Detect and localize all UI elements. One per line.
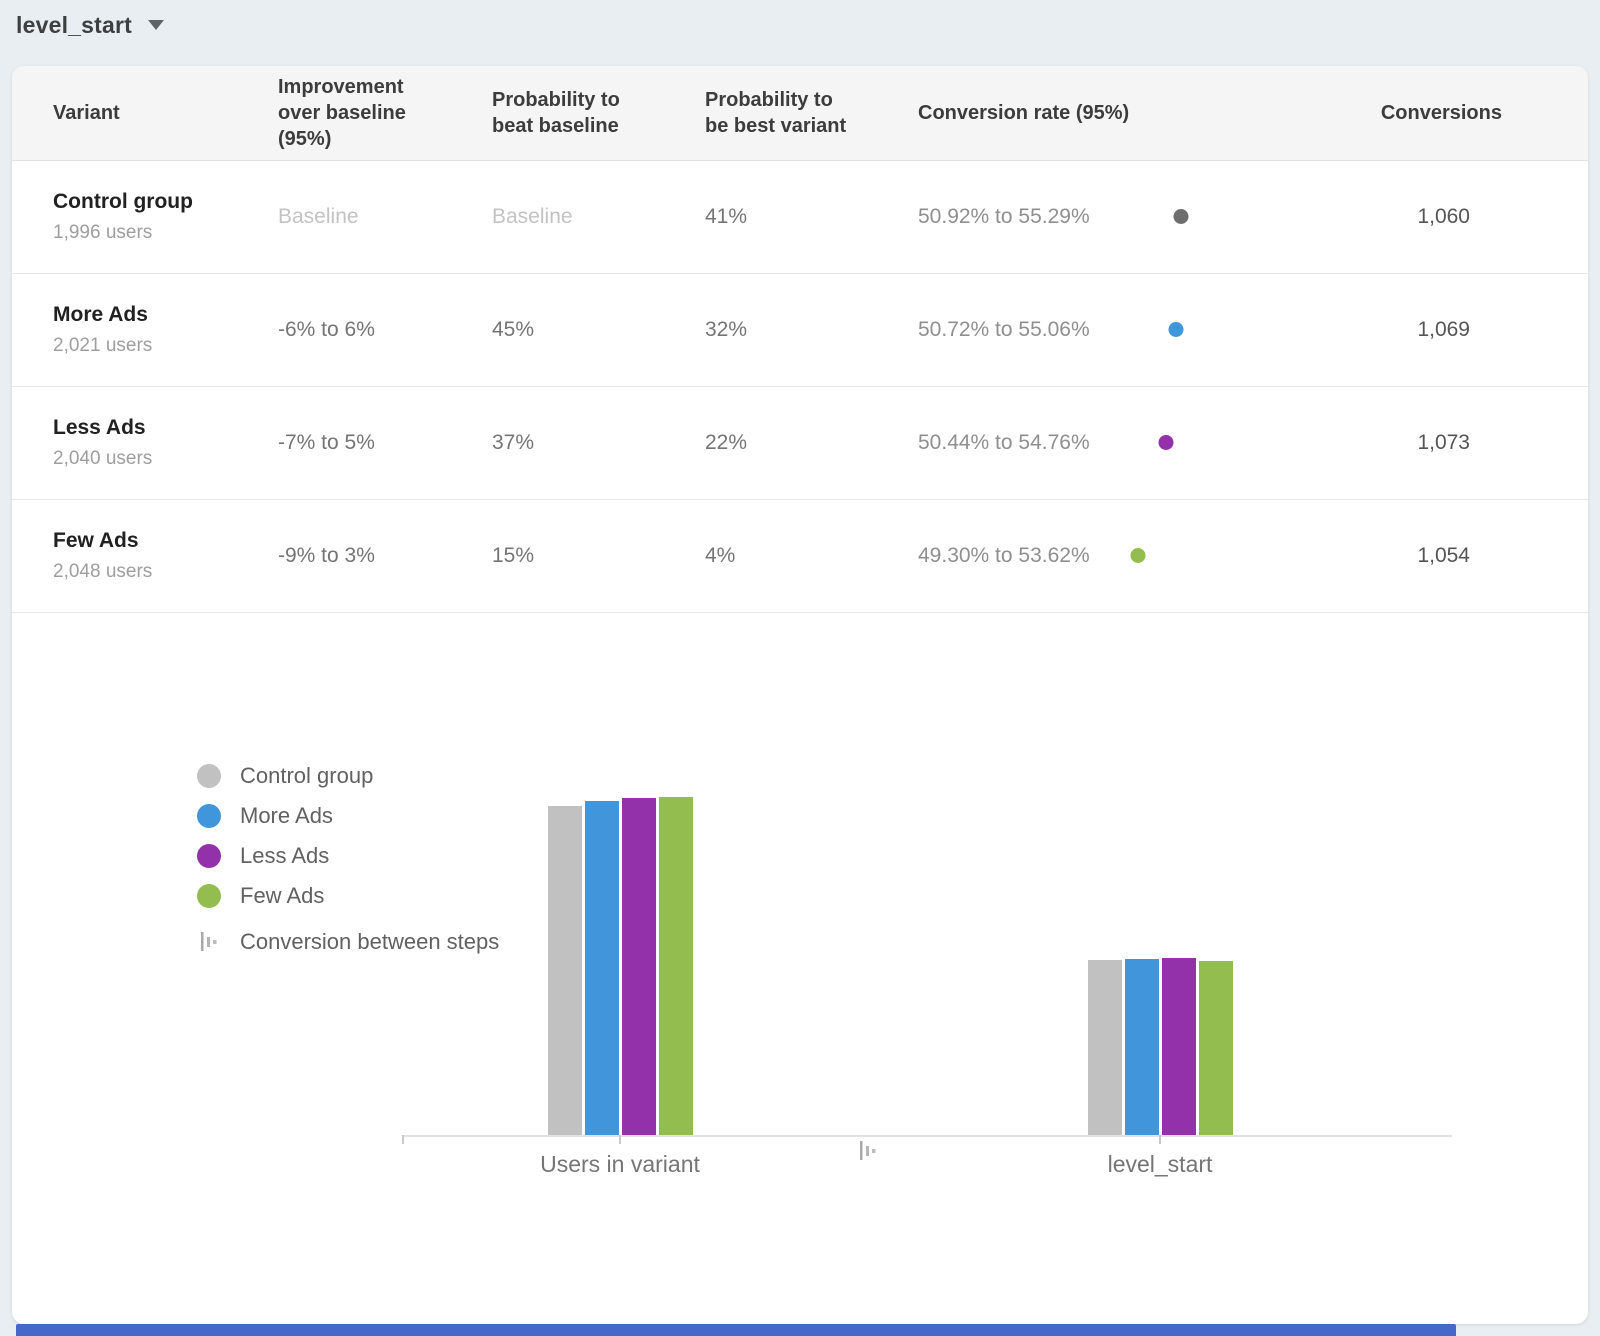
legend-swatch: [197, 764, 221, 788]
bar-level-start-more-ads: [1125, 959, 1159, 1135]
column-header-conversions: Conversions: [1380, 102, 1502, 124]
axis-label-level-start: level_start: [1107, 1151, 1213, 1177]
prob-beat-baseline-value: 45%: [492, 318, 535, 341]
prob-beat-baseline-value: Baseline: [492, 205, 573, 228]
interval-dot: [1130, 548, 1146, 563]
legend-item: Control group: [197, 756, 499, 796]
conversions-count: 1,069: [1417, 318, 1470, 341]
prob-best-variant-value: 4%: [705, 544, 736, 567]
bar-level-start-control-group: [1088, 960, 1122, 1135]
bar-users-in-variant-more-ads: [585, 801, 619, 1135]
group-tick-level-start: [1159, 1135, 1161, 1144]
bar-level-start-less-ads: [1162, 958, 1196, 1135]
table-row: More Ads 2,021 users -6% to 6% 45% 32% 5…: [12, 274, 1588, 387]
conversion-rate-range: 50.72% to 55.06%: [918, 318, 1090, 341]
conversion-rate-range: 50.44% to 54.76%: [918, 431, 1090, 454]
chart-legend: Control group More Ads Less Ads Few Ads Conv…: [197, 756, 499, 962]
variant-name: Few Ads: [53, 529, 139, 552]
group-tick-users: [619, 1135, 621, 1144]
legend-item-conversion-steps: Conversion between steps: [197, 922, 499, 962]
conversion-steps-icon: [197, 930, 221, 954]
conversion-steps-icon: [860, 1139, 876, 1168]
bar-users-in-variant-few-ads: [659, 797, 693, 1135]
variant-name: Control group: [53, 190, 193, 213]
legend-item: More Ads: [197, 796, 499, 836]
conversions-count: 1,054: [1417, 544, 1470, 567]
bar-users-in-variant-control-group: [548, 806, 582, 1135]
legend-item: Few Ads: [197, 876, 499, 916]
table-row: Few Ads 2,048 users -9% to 3% 15% 4% 49.…: [12, 500, 1588, 613]
table-body: Control group 1,996 users Baseline Basel…: [12, 161, 1588, 613]
users-count: 2,048 users: [53, 561, 153, 582]
interval-dot: [1173, 209, 1189, 224]
table-row: Control group 1,996 users Baseline Basel…: [12, 161, 1588, 274]
conversion-interval-chart: [1138, 209, 1300, 225]
column-header-conversion-rate: Conversion rate (95%): [918, 102, 1130, 124]
variant-name: More Ads: [53, 303, 148, 326]
column-header-prob-beat: Probability to beat baseline: [492, 89, 620, 137]
x-axis-line: [402, 1135, 1452, 1137]
conversion-interval-chart: [1130, 548, 1300, 564]
legend-item: Less Ads: [197, 836, 499, 876]
funnel-chart: Control group More Ads Less Ads Few Ads Conv…: [12, 681, 1588, 1324]
column-header-prob-best: Probability to be best variant: [705, 89, 847, 137]
improvement-value: -6% to 6%: [278, 318, 375, 341]
legend-label: Conversion between steps: [240, 929, 500, 954]
bottom-accent-bar: [16, 1324, 1456, 1336]
conversion-rate-range: 49.30% to 53.62%: [918, 544, 1090, 567]
users-count: 2,040 users: [53, 448, 153, 469]
improvement-value: -9% to 3%: [278, 544, 375, 567]
users-count: 1,996 users: [53, 222, 153, 243]
legend-label: Less Ads: [240, 843, 330, 868]
event-selector-label: level_start: [16, 11, 132, 38]
prob-beat-baseline-value: 15%: [492, 544, 535, 567]
prob-best-variant-value: 22%: [705, 431, 748, 454]
legend-label: More Ads: [240, 803, 333, 828]
conversion-rate-range: 50.92% to 55.29%: [918, 205, 1090, 228]
ab-test-results-card: Variant Improvement over baseline (95%) …: [12, 66, 1588, 1324]
prob-beat-baseline-value: 37%: [492, 431, 535, 454]
legend-swatch: [197, 884, 221, 908]
legend-swatch: [197, 844, 221, 868]
event-selector-dropdown[interactable]: level_start: [16, 8, 164, 42]
improvement-value: -7% to 5%: [278, 431, 375, 454]
interval-dot: [1158, 435, 1174, 450]
bar-level-start-few-ads: [1199, 961, 1233, 1135]
bar-users-in-variant-less-ads: [622, 798, 656, 1135]
users-count: 2,021 users: [53, 335, 153, 356]
column-header-improvement: Improvement over baseline (95%): [278, 76, 406, 150]
column-header-variant: Variant: [53, 102, 120, 124]
prob-best-variant-value: 41%: [705, 205, 748, 228]
axis-end-tick: [402, 1135, 404, 1144]
prob-best-variant-value: 32%: [705, 318, 748, 341]
conversion-interval-chart: [1138, 322, 1300, 338]
interval-dot: [1168, 322, 1184, 337]
variant-name: Less Ads: [53, 416, 146, 439]
table-header: Variant Improvement over baseline (95%) …: [12, 66, 1588, 161]
axis-label-users-in-variant: Users in variant: [540, 1151, 700, 1177]
legend-label: Control group: [240, 763, 374, 788]
chevron-down-icon: [148, 20, 164, 30]
legend-swatch: [197, 804, 221, 828]
improvement-value: Baseline: [278, 205, 359, 228]
conversions-count: 1,060: [1417, 205, 1470, 228]
legend-label: Few Ads: [240, 883, 325, 908]
conversions-count: 1,073: [1417, 431, 1470, 454]
conversion-interval-chart: [1138, 435, 1300, 451]
table-row: Less Ads 2,040 users -7% to 5% 37% 22% 5…: [12, 387, 1588, 500]
